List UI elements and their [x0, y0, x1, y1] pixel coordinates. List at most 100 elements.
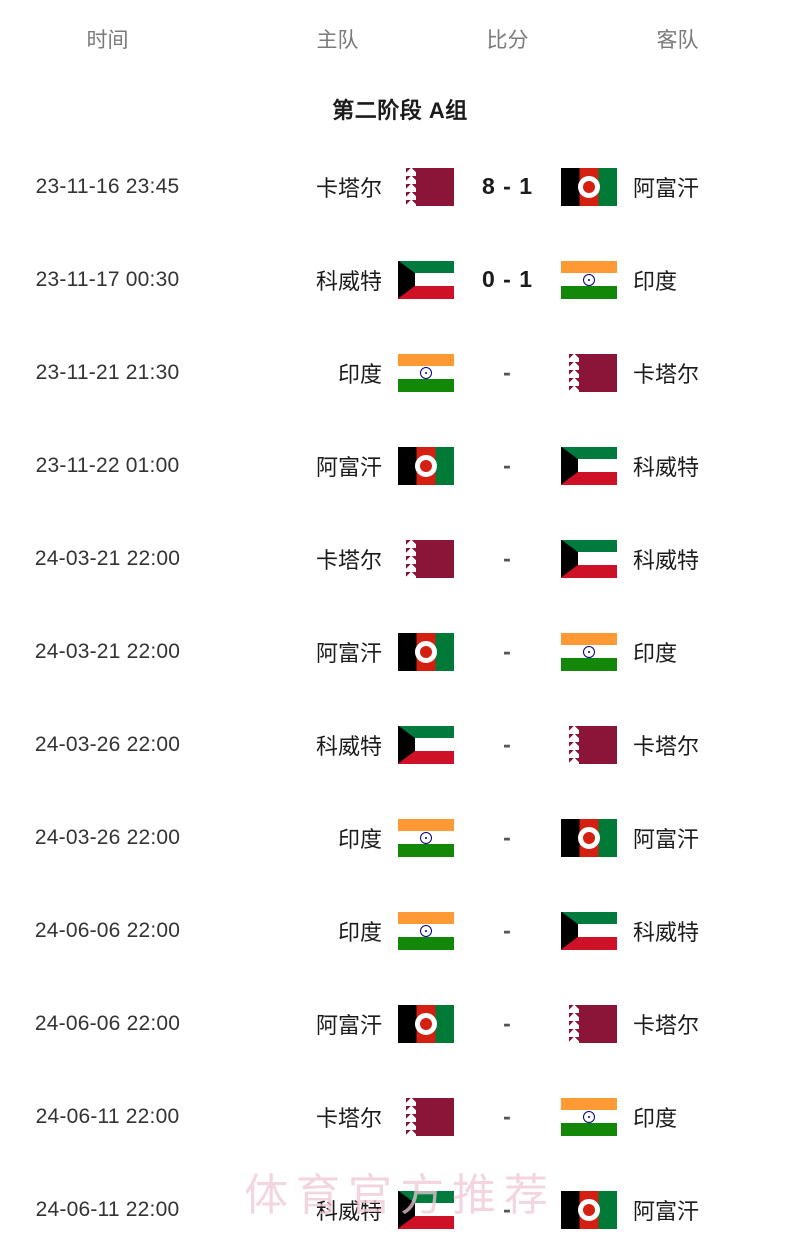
table-row[interactable]: 23-11-17 00:30 科威特 0 - 1 印度 — [0, 233, 800, 326]
match-time: 24-06-06 22:00 — [34, 1011, 181, 1035]
flag-af-icon — [561, 818, 617, 857]
flag-qa-icon — [398, 539, 454, 578]
home-team[interactable]: 阿富汗 — [215, 632, 460, 671]
match-time: 24-03-21 22:00 — [34, 639, 181, 663]
flag-kw-icon — [561, 539, 617, 578]
table-row[interactable]: 24-06-11 22:00 卡塔尔 - 印度 — [0, 1070, 800, 1163]
home-team[interactable]: 科威特 — [215, 260, 460, 299]
flag-qa-icon — [398, 167, 454, 206]
flag-af-icon — [398, 1004, 454, 1043]
home-team-name: 卡塔尔 — [315, 547, 382, 573]
away-team[interactable]: 卡塔尔 — [555, 725, 800, 764]
flag-in-icon — [398, 353, 454, 392]
match-time: 24-03-26 22:00 — [34, 732, 181, 756]
flag-in-icon — [561, 1097, 617, 1136]
flag-in-icon — [398, 818, 454, 857]
away-team[interactable]: 科威特 — [555, 446, 800, 485]
away-team[interactable]: 阿富汗 — [555, 1190, 800, 1229]
match-score: 8 - 1 — [481, 173, 534, 199]
home-team[interactable]: 印度 — [215, 818, 460, 857]
away-team-name: 科威特 — [633, 454, 700, 480]
match-score: - — [503, 1010, 512, 1036]
home-team[interactable]: 卡塔尔 — [215, 539, 460, 578]
home-team[interactable]: 印度 — [215, 911, 460, 950]
table-row[interactable]: 24-06-06 22:00 阿富汗 - 卡塔尔 — [0, 977, 800, 1070]
home-team-name: 科威特 — [315, 733, 382, 759]
table-row[interactable]: 24-03-21 22:00 卡塔尔 - 科威特 — [0, 512, 800, 605]
flag-in-icon — [561, 632, 617, 671]
home-team[interactable]: 印度 — [215, 353, 460, 392]
column-header-away-team: 客队 — [656, 29, 699, 52]
flag-qa-icon — [561, 1004, 617, 1043]
away-team[interactable]: 卡塔尔 — [555, 353, 800, 392]
table-row[interactable]: 23-11-22 01:00 阿富汗 - 科威特 — [0, 419, 800, 512]
match-time: 23-11-16 23:45 — [35, 174, 180, 198]
flag-af-icon — [398, 632, 454, 671]
table-row[interactable]: 24-06-11 22:00 科威特 - 阿富汗 — [0, 1163, 800, 1256]
match-time: 24-03-21 22:00 — [34, 546, 181, 570]
away-team[interactable]: 印度 — [555, 260, 800, 299]
home-team[interactable]: 卡塔尔 — [215, 167, 460, 206]
home-team[interactable]: 阿富汗 — [215, 1004, 460, 1043]
flag-kw-icon — [398, 725, 454, 764]
match-score: - — [503, 638, 512, 664]
match-time: 24-06-11 22:00 — [35, 1197, 180, 1221]
away-team[interactable]: 科威特 — [555, 539, 800, 578]
group-stage-title: 第二阶段 A组 — [332, 98, 468, 123]
away-team[interactable]: 阿富汗 — [555, 818, 800, 857]
table-row[interactable]: 24-06-06 22:00 印度 - 科威特 — [0, 884, 800, 977]
flag-in-icon — [398, 911, 454, 950]
flag-qa-icon — [561, 725, 617, 764]
match-time: 24-06-06 22:00 — [34, 918, 181, 942]
flag-qa-icon — [398, 1097, 454, 1136]
home-team[interactable]: 阿富汗 — [215, 446, 460, 485]
match-score: - — [503, 731, 512, 757]
match-score: - — [503, 824, 512, 850]
away-team-name: 卡塔尔 — [633, 733, 700, 759]
away-team[interactable]: 阿富汗 — [555, 167, 800, 206]
match-time: 23-11-22 01:00 — [35, 453, 180, 477]
flag-kw-icon — [398, 1190, 454, 1229]
flag-kw-icon — [561, 911, 617, 950]
home-team-name: 科威特 — [315, 268, 382, 294]
flag-af-icon — [561, 167, 617, 206]
table-row[interactable]: 24-03-26 22:00 科威特 - 卡塔尔 — [0, 698, 800, 791]
flag-kw-icon — [398, 260, 454, 299]
table-header-row: 时间 主队 比分 客队 — [0, 0, 800, 78]
flag-af-icon — [398, 446, 454, 485]
home-team[interactable]: 科威特 — [215, 725, 460, 764]
table-row[interactable]: 23-11-16 23:45 卡塔尔 8 - 1 阿富汗 — [0, 140, 800, 233]
away-team-name: 阿富汗 — [633, 826, 700, 852]
away-team-name: 卡塔尔 — [633, 1012, 700, 1038]
match-score: - — [503, 917, 512, 943]
away-team-name: 阿富汗 — [633, 1198, 700, 1224]
column-header-home-team: 主队 — [316, 29, 359, 52]
match-time: 24-06-11 22:00 — [35, 1104, 180, 1128]
home-team-name: 卡塔尔 — [315, 1105, 382, 1131]
away-team[interactable]: 科威特 — [555, 911, 800, 950]
away-team-name: 印度 — [633, 268, 678, 294]
away-team-name: 科威特 — [633, 547, 700, 573]
away-team[interactable]: 印度 — [555, 632, 800, 671]
away-team[interactable]: 卡塔尔 — [555, 1004, 800, 1043]
match-time: 23-11-21 21:30 — [35, 360, 180, 384]
table-row[interactable]: 24-03-21 22:00 阿富汗 - 印度 — [0, 605, 800, 698]
home-team-name: 科威特 — [315, 1198, 382, 1224]
match-score: - — [503, 359, 512, 385]
flag-kw-icon — [561, 446, 617, 485]
home-team[interactable]: 卡塔尔 — [215, 1097, 460, 1136]
match-score: - — [503, 452, 512, 478]
table-row[interactable]: 24-03-26 22:00 印度 - 阿富汗 — [0, 791, 800, 884]
home-team[interactable]: 科威特 — [215, 1190, 460, 1229]
column-header-score: 比分 — [486, 29, 529, 52]
away-team[interactable]: 印度 — [555, 1097, 800, 1136]
home-team-name: 阿富汗 — [315, 1012, 382, 1038]
table-row[interactable]: 23-11-21 21:30 印度 - 卡塔尔 — [0, 326, 800, 419]
match-time: 24-03-26 22:00 — [34, 825, 181, 849]
away-team-name: 卡塔尔 — [633, 361, 700, 387]
match-score: - — [503, 1196, 512, 1222]
flag-qa-icon — [561, 353, 617, 392]
match-score: - — [503, 545, 512, 571]
home-team-name: 阿富汗 — [315, 640, 382, 666]
